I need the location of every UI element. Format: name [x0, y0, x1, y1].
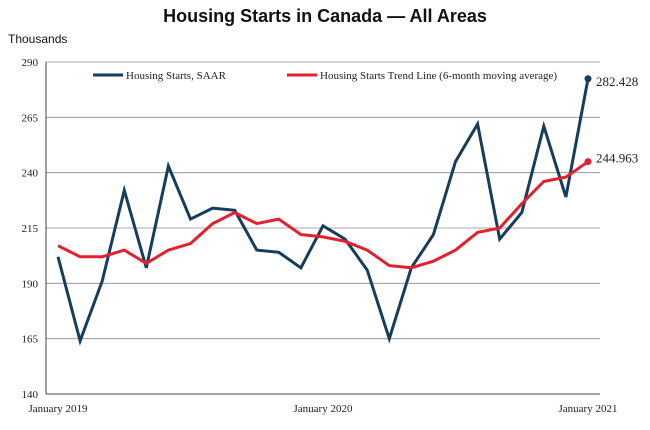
y-tick-label: 290: [22, 57, 39, 69]
end-value-label: 282.428: [596, 74, 638, 89]
y-axis-label: Thousands: [8, 32, 68, 46]
y-tick-label: 190: [22, 278, 39, 290]
series-line-trend: [57, 160, 589, 270]
series-line-housing-starts: [56, 78, 590, 346]
y-tick-label: 265: [22, 112, 39, 124]
end-value-label: 244.963: [596, 151, 638, 166]
end-point-marker: [584, 75, 592, 83]
x-tick-label: January 2019: [29, 403, 88, 415]
chart-title: Housing Starts in Canada — All Areas: [163, 6, 487, 26]
x-tick-label: January 2020: [294, 403, 353, 415]
y-tick-label: 215: [22, 223, 39, 235]
y-tick-label: 140: [22, 389, 39, 401]
legend-label: Housing Starts Trend Line (6-month movin…: [320, 70, 557, 82]
y-tick-label: 165: [22, 334, 39, 346]
y-tick-label: 240: [22, 168, 39, 180]
end-point-marker: [584, 158, 592, 166]
legend-label: Housing Starts, SAAR: [126, 70, 227, 82]
x-tick-label: January 2021: [559, 403, 618, 415]
